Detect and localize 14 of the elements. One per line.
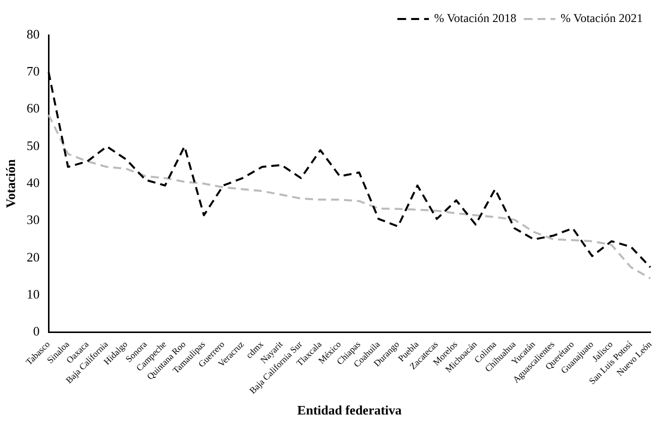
line-series bbox=[48, 114, 652, 280]
y-tick-label: 20 bbox=[26, 249, 40, 264]
y-tick-label: 30 bbox=[26, 212, 40, 228]
y-tick-label: 50 bbox=[26, 138, 40, 153]
x-axis-title: Entidad federativa bbox=[297, 402, 402, 418]
legend-label: % Votación 2021 bbox=[560, 11, 643, 26]
y-tick-label: 70 bbox=[26, 64, 40, 79]
y-axis-title: Votación bbox=[3, 158, 18, 208]
y-tick-label: 60 bbox=[26, 100, 40, 116]
y-tick-label: 80 bbox=[26, 26, 40, 42]
y-tick-label: 0 bbox=[33, 324, 40, 339]
y-tick-label: 40 bbox=[26, 175, 40, 190]
legend-label: % Votación 2018 bbox=[434, 11, 516, 26]
y-tick-label: 10 bbox=[26, 286, 40, 302]
